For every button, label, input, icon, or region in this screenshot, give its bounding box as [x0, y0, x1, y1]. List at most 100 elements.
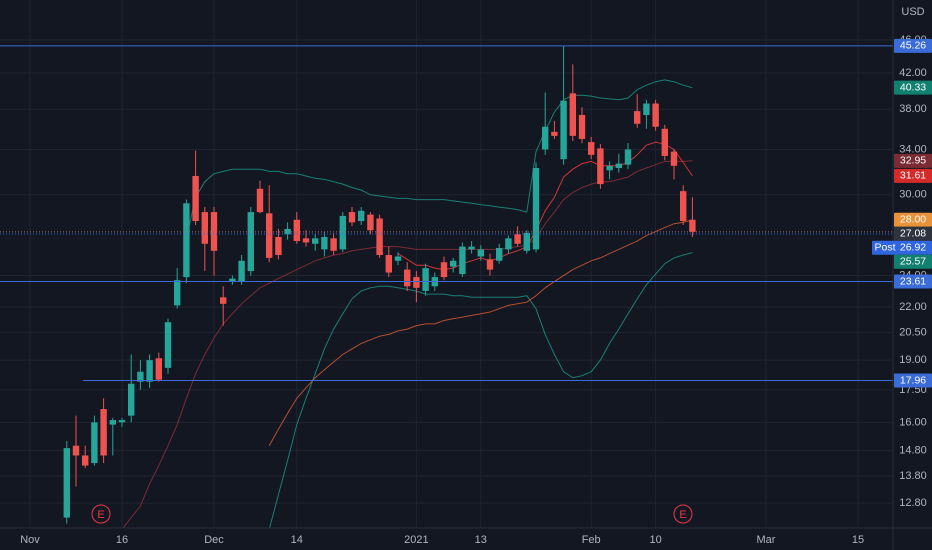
candle-body	[155, 358, 162, 380]
candle-body	[661, 128, 668, 156]
x-tick-label: 10	[649, 534, 661, 546]
candle-body	[247, 212, 254, 272]
candle-body	[266, 213, 273, 258]
y-tick-label: 16.00	[899, 416, 927, 428]
candle-body	[192, 175, 199, 222]
candle-body	[514, 234, 521, 244]
price-label: 40.33	[900, 81, 926, 93]
candle-body	[284, 228, 291, 235]
y-tick-label: 38.00	[899, 103, 927, 115]
candle-body	[358, 210, 365, 222]
candle-body	[82, 455, 89, 466]
candle-body	[643, 103, 650, 115]
candle-body	[91, 422, 98, 464]
candle-body	[560, 100, 567, 160]
price-label-box	[894, 153, 932, 168]
price-label-box	[894, 226, 932, 241]
price-label-box	[894, 168, 932, 183]
candle-body	[615, 163, 622, 169]
candle-body	[634, 111, 641, 124]
candle-body	[183, 203, 190, 278]
x-tick-label: 2021	[404, 534, 428, 546]
candle-body	[680, 191, 687, 222]
y-tick-label: 34.00	[899, 143, 927, 155]
price-label-box	[872, 240, 932, 255]
candle-body	[422, 268, 429, 291]
earnings-label: E	[97, 509, 104, 521]
candle-body	[220, 297, 227, 304]
y-tick-label: 20.50	[899, 327, 927, 339]
candle-body	[238, 260, 245, 282]
x-tick-label: Mar	[757, 534, 776, 546]
candle-body	[164, 322, 172, 368]
candle-body	[367, 214, 374, 231]
candle-body	[597, 148, 604, 185]
price-label: 31.61	[900, 170, 926, 182]
candle-body	[578, 114, 586, 139]
price-label-tag: Post	[874, 242, 895, 254]
candle-body	[569, 93, 576, 136]
candle-body	[72, 445, 80, 456]
candle-body	[505, 238, 512, 250]
price-label: 26.92	[900, 242, 926, 254]
price-label: 17.96	[900, 374, 926, 386]
candle-body	[689, 219, 696, 232]
x-tick-label: 16	[116, 534, 128, 546]
candle-body	[477, 249, 484, 257]
candle-body	[256, 188, 264, 213]
currency: USD	[901, 6, 924, 18]
candle-body	[174, 280, 181, 306]
candle-body	[348, 212, 356, 223]
x-tick-label: 14	[291, 534, 303, 546]
candle-body	[542, 126, 549, 150]
candle-body	[385, 255, 392, 273]
y-tick-label: 22.00	[899, 301, 927, 313]
candle-body	[339, 215, 346, 250]
candle-body	[486, 259, 494, 270]
price-label-box	[894, 80, 932, 95]
candle-body	[468, 246, 475, 250]
indicator-line	[269, 252, 693, 528]
candle-body	[652, 103, 659, 127]
candle-body	[146, 360, 153, 382]
candle-body	[440, 262, 448, 278]
y-tick-label: 19.00	[899, 354, 927, 366]
candle-body	[624, 149, 632, 165]
earnings-label: E	[679, 509, 686, 521]
candle-body	[394, 256, 402, 261]
candle-body	[312, 238, 319, 244]
candle-body	[670, 151, 678, 166]
candle-body	[109, 420, 116, 425]
candle-body	[404, 269, 411, 287]
candle-body	[302, 238, 310, 243]
candle-body	[128, 383, 135, 416]
candle-body	[229, 278, 236, 282]
candle-body	[376, 218, 383, 256]
candle-body	[459, 246, 466, 275]
x-tick-label: Nov	[20, 534, 40, 546]
candle-body	[588, 142, 595, 155]
price-label: 28.00	[900, 214, 926, 226]
price-label: 32.95	[900, 155, 926, 167]
price-label: 23.61	[900, 275, 926, 287]
price-label: 45.26	[900, 40, 926, 52]
indicator-line	[185, 79, 693, 239]
y-tick-label: 30.00	[899, 189, 927, 201]
candle-body	[523, 232, 530, 251]
earnings-marker	[673, 504, 693, 524]
candle-body	[137, 371, 144, 382]
price-label: 25.57	[900, 256, 926, 268]
x-tick-label: Feb	[582, 534, 601, 546]
x-tick-label: 15	[852, 534, 864, 546]
y-tick-label: 14.80	[899, 444, 927, 456]
candle-body	[63, 448, 70, 518]
candle-body	[413, 277, 420, 288]
price-label: 27.08	[900, 228, 926, 240]
candle-body	[330, 238, 337, 251]
price-label-box	[894, 373, 932, 388]
candle-body	[293, 219, 300, 242]
